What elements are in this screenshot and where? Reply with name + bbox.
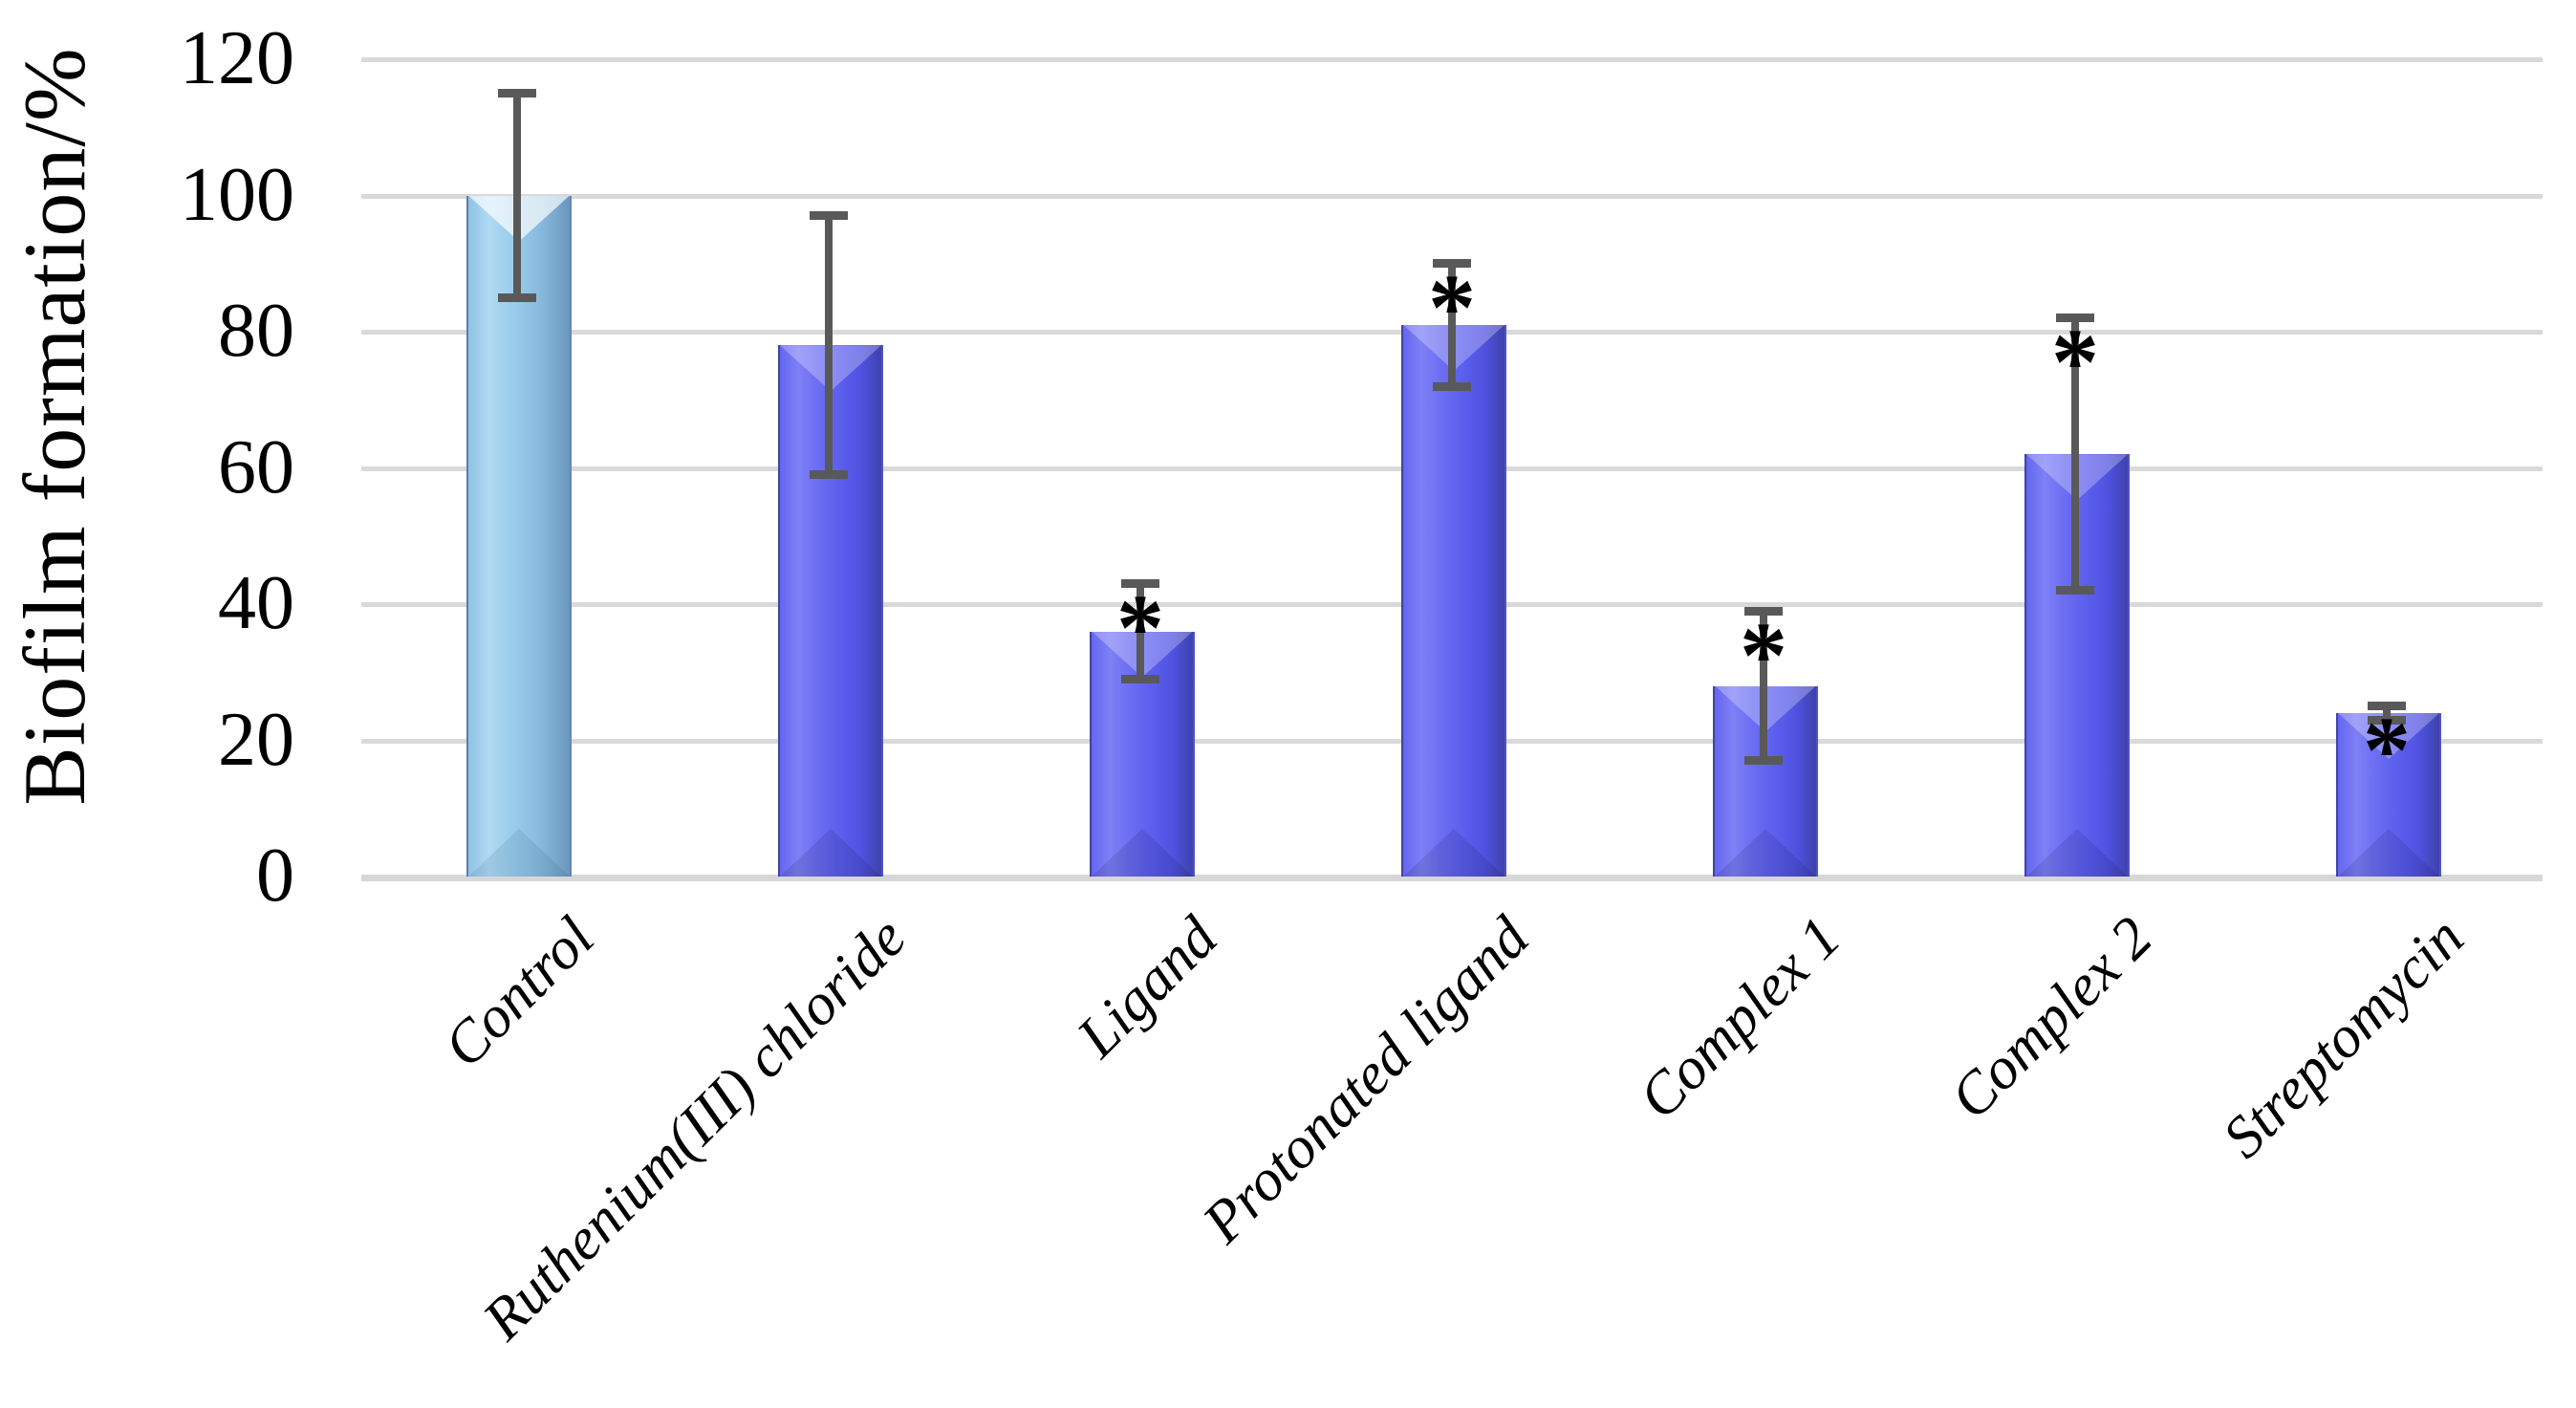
y-tick-label-80: 80 <box>218 289 294 373</box>
bar-bottom-bevel <box>780 829 881 877</box>
error-bar-cap-bottom <box>498 292 536 302</box>
significance-asterisk: * <box>1428 254 1476 361</box>
bar-streptomycin <box>2336 713 2441 877</box>
x-axis-label-streptomycin: Streptomycin <box>2211 904 2477 1171</box>
bar-protonated-ligand <box>1401 324 1506 877</box>
y-tick-label-120: 120 <box>180 16 294 100</box>
error-bar-cap-bottom <box>2368 715 2406 725</box>
significance-asterisk: * <box>2051 309 2099 416</box>
x-axis-label-ligand: Ligand <box>1065 904 1230 1071</box>
bar-bottom-bevel <box>1403 829 1504 877</box>
error-bar-cap-bottom <box>1121 674 1159 683</box>
gridline-0 <box>361 875 2543 881</box>
significance-asterisk: * <box>2363 697 2411 804</box>
error-bar-line <box>513 93 521 298</box>
y-tick-label-60: 60 <box>218 424 294 509</box>
significance-asterisk: * <box>1740 601 1787 708</box>
error-bar-cap-top <box>2368 702 2406 711</box>
gridline-120 <box>361 57 2543 62</box>
bar-bottom-bevel <box>2026 829 2128 877</box>
bar-control <box>466 195 572 877</box>
x-axis-label-complex-1: Complex 1 <box>1626 904 1853 1132</box>
error-bar-cap-top <box>1433 259 1471 269</box>
x-axis-label-complex-2: Complex 2 <box>1937 904 2165 1132</box>
error-bar-line <box>1136 583 1144 680</box>
error-bar-cap-top <box>2056 314 2094 323</box>
gridline-100 <box>361 193 2543 199</box>
bar-bottom-bevel <box>1715 829 1816 877</box>
error-bar-cap-top <box>810 211 848 221</box>
bar-bottom-bevel <box>468 829 570 877</box>
y-tick-label-0: 0 <box>256 834 294 918</box>
plot-area: * * * * * <box>361 57 2543 881</box>
error-bar-line <box>825 215 833 475</box>
error-bar-cap-top <box>1744 606 1783 616</box>
y-tick-label-20: 20 <box>218 697 294 782</box>
error-bar-line <box>2383 705 2391 721</box>
y-tick-label-100: 100 <box>180 152 294 237</box>
error-bar-cap-bottom <box>810 470 848 480</box>
error-bar-cap-top <box>498 89 536 98</box>
bar-ligand <box>1090 631 1195 877</box>
y-tick-label-40: 40 <box>218 561 294 645</box>
bar-bottom-bevel <box>1092 829 1193 877</box>
error-bar-cap-top <box>1121 579 1159 589</box>
x-axis-label-control: Control <box>431 904 607 1080</box>
x-axis-label-protonated-ligand: Protonated ligand <box>1191 904 1542 1256</box>
significance-asterisk: * <box>1116 574 1164 682</box>
error-bar-line <box>1448 263 1456 386</box>
bar-bottom-bevel <box>2338 829 2439 877</box>
error-bar-cap-bottom <box>2056 586 2094 596</box>
error-bar-cap-bottom <box>1433 381 1471 391</box>
error-bar-line <box>1760 611 1767 761</box>
error-bar-cap-bottom <box>1744 756 1783 766</box>
error-bar-line <box>2071 317 2079 591</box>
